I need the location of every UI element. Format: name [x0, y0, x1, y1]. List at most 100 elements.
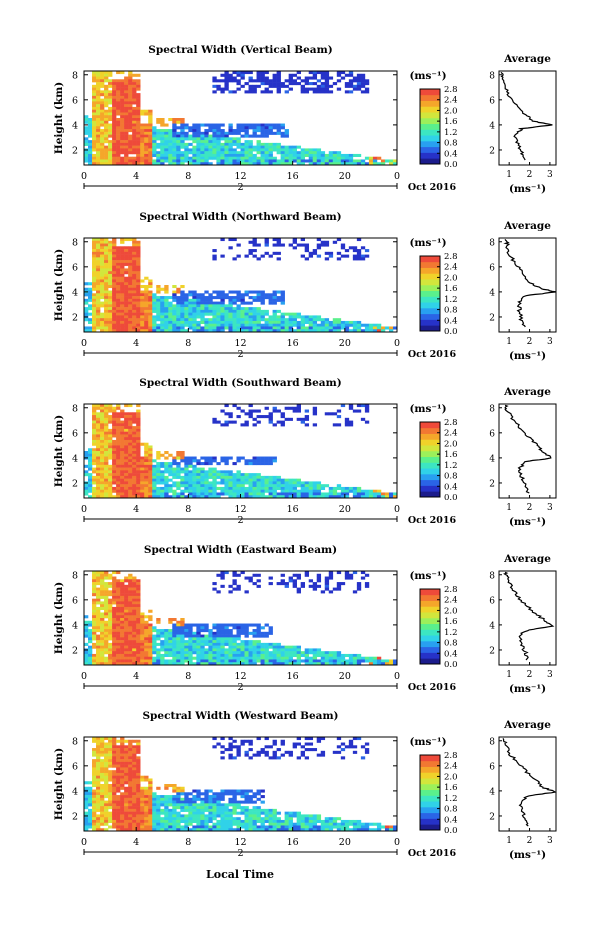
date-label: Oct 2016	[408, 182, 457, 193]
x-tick-label: 12	[234, 837, 246, 848]
y-tick-label: 2	[72, 811, 78, 822]
colorbar-tick-label: 2.8	[444, 751, 458, 761]
colorbar-tick-label: 1.2	[444, 461, 458, 471]
heatmap-cells	[84, 238, 397, 332]
colorbar-tick-label: 0.8	[444, 306, 458, 316]
colorbar-tick-label: 0.4	[444, 649, 458, 659]
colorbar-tick-label: 2.0	[444, 106, 458, 116]
x-tick-label: 4	[133, 837, 139, 848]
colorbar-segment	[420, 612, 440, 618]
profile-x-label: (ms⁻¹)	[509, 849, 546, 861]
profile-y-tick-label: 6	[489, 96, 495, 106]
day-label: 2	[237, 349, 243, 360]
colorbar-segment	[420, 824, 440, 830]
panel-title: Spectral Width (Vertical Beam)	[148, 44, 332, 56]
y-tick-label: 4	[72, 620, 78, 631]
profile-y-tick-label: 8	[489, 238, 495, 248]
y-tick-label: 2	[72, 145, 78, 156]
y-tick-label: 6	[72, 262, 78, 273]
day-label: 2	[237, 848, 243, 859]
colorbar-tick-label: 2.0	[444, 439, 458, 449]
profile-y-tick-label: 8	[489, 404, 495, 414]
colorbar-segment	[420, 755, 440, 761]
profile-y-tick-label: 2	[489, 313, 495, 323]
profile-y-tick-label: 8	[489, 571, 495, 581]
x-tick-label: 0	[81, 671, 87, 682]
colorbar-tick-label: 1.2	[444, 794, 458, 804]
profile-y-tick-label: 6	[489, 762, 495, 772]
profile-title: Average	[503, 553, 551, 565]
colorbar-segment	[420, 658, 440, 664]
colorbar-segment	[420, 813, 440, 819]
colorbar-segment	[420, 325, 440, 331]
day-label: 2	[237, 182, 243, 193]
colorbar-segment	[420, 474, 440, 480]
colorbar-segment	[420, 279, 440, 285]
profile-line	[505, 405, 551, 493]
y-tick-label: 6	[72, 761, 78, 772]
x-tick-label: 0	[394, 338, 400, 349]
colorbar-segment	[420, 601, 440, 607]
profile-title: Average	[503, 719, 551, 731]
colorbar-segment	[420, 89, 440, 95]
profile-x-tick-label: 3	[547, 170, 553, 180]
x-tick-label: 20	[339, 671, 351, 682]
units-label: (ms⁻¹)	[409, 736, 446, 748]
profile-y-tick-label: 4	[489, 454, 495, 464]
colorbar-segment	[420, 147, 440, 153]
panel-5: Spectral Width (Westward Beam)Height (km…	[53, 710, 556, 861]
x-tick-label: 20	[339, 504, 351, 515]
x-tick-label: 20	[339, 338, 351, 349]
y-axis-label: Height (km)	[53, 82, 65, 154]
colorbar-segment	[420, 491, 440, 497]
y-tick-label: 8	[72, 237, 78, 248]
x-tick-label: 8	[185, 671, 191, 682]
profile-x-tick-label: 3	[547, 670, 553, 680]
panel-title: Spectral Width (Northward Beam)	[139, 211, 341, 223]
colorbar-tick-label: 0.4	[444, 149, 458, 159]
colorbar-tick-label: 0.8	[444, 805, 458, 815]
date-label: Oct 2016	[408, 682, 457, 693]
colorbar-tick-label: 0.4	[444, 316, 458, 326]
colorbar-segment	[420, 106, 440, 112]
colorbar-segment	[420, 629, 440, 635]
x-tick-label: 16	[287, 171, 299, 182]
profile-x-tick-label: 1	[506, 337, 512, 347]
colorbar-segment	[420, 135, 440, 141]
colorbar-segment	[420, 457, 440, 463]
profile-y-tick-label: 4	[489, 288, 495, 298]
x-tick-label: 0	[394, 671, 400, 682]
colorbar-tick-label: 1.6	[444, 284, 458, 294]
profile-x-tick-label: 3	[547, 503, 553, 513]
profile-x-tick-label: 2	[527, 503, 533, 513]
x-tick-label: 16	[287, 338, 299, 349]
profile-y-tick-label: 8	[489, 71, 495, 81]
colorbar-segment	[420, 268, 440, 274]
colorbar-segment	[420, 308, 440, 314]
x-tick-label: 0	[81, 837, 87, 848]
x-tick-label: 4	[133, 504, 139, 515]
colorbar-segment	[420, 158, 440, 164]
colorbar-segment	[420, 772, 440, 778]
profile-x-label: (ms⁻¹)	[509, 516, 546, 528]
colorbar-segment	[420, 124, 440, 130]
profile-y-tick-label: 4	[489, 621, 495, 631]
colorbar-segment	[420, 795, 440, 801]
colorbar-tick-label: 1.6	[444, 617, 458, 627]
colorbar-segment	[420, 647, 440, 653]
y-tick-label: 2	[72, 312, 78, 323]
profile-x-tick-label: 1	[506, 503, 512, 513]
y-tick-label: 6	[72, 428, 78, 439]
colorbar-tick-label: 2.8	[444, 85, 458, 95]
colorbar-tick-label: 0.4	[444, 482, 458, 492]
units-label: (ms⁻¹)	[409, 570, 446, 582]
colorbar-tick-label: 2.4	[444, 762, 458, 772]
colorbar-segment	[420, 256, 440, 262]
profile-frame	[499, 571, 556, 665]
profile-frame	[499, 71, 556, 165]
x-tick-label: 4	[133, 338, 139, 349]
profile-x-tick-label: 2	[527, 337, 533, 347]
y-tick-label: 4	[72, 453, 78, 464]
x-tick-label: 0	[394, 504, 400, 515]
